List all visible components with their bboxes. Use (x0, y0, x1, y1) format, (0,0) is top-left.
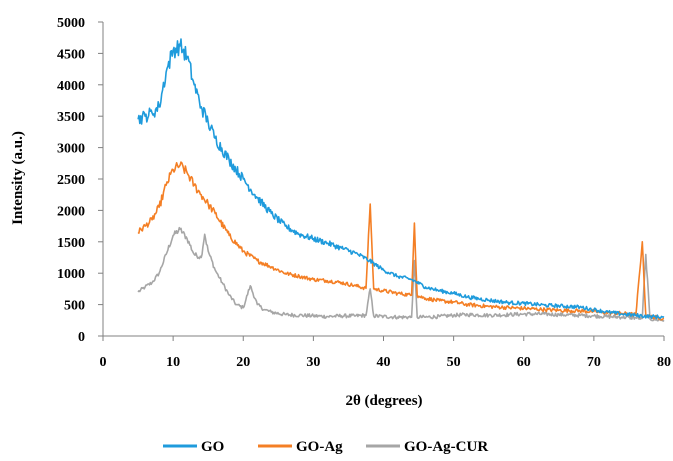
legend-label: GO-Ag (296, 439, 343, 455)
y-tick-label: 500 (64, 299, 85, 314)
x-tick-label: 10 (166, 355, 180, 370)
y-tick-label: 1000 (57, 267, 85, 282)
x-tick-label: 50 (447, 355, 461, 370)
x-tick-label: 40 (377, 355, 391, 370)
y-tick-label: 3000 (57, 142, 85, 157)
x-tick-label: 30 (306, 355, 320, 370)
series-layer (137, 38, 665, 322)
x-tick-label: 20 (236, 355, 250, 370)
legend: GO GO-Ag GO-Ag-CUR (163, 439, 488, 455)
x-tick-label: 70 (587, 355, 601, 370)
y-tick-label: 1500 (57, 236, 85, 251)
series-line-go-ag (137, 161, 665, 321)
y-tick-label: 2000 (57, 204, 85, 219)
legend-item-go-ag: GO-Ag (258, 439, 343, 455)
series-line-go (137, 38, 665, 320)
y-tick-label: 4000 (57, 79, 85, 94)
y-tick-label: 2500 (57, 173, 85, 188)
y-tick-label: 5000 (57, 16, 85, 31)
y-tick-label: 0 (78, 330, 85, 345)
axes-layer (98, 21, 665, 341)
x-tick-label: 0 (100, 355, 107, 370)
y-axis-title: Intensity (a.u.) (10, 131, 26, 225)
x-tick-label: 80 (657, 355, 671, 370)
legend-label: GO (201, 439, 224, 455)
x-tick-label: 60 (517, 355, 531, 370)
tick-labels: 0500100015002000250030003500400045005000… (57, 16, 671, 370)
series-line-go-ag-cur (137, 226, 665, 322)
legend-item-go: GO (163, 439, 224, 455)
y-tick-label: 4500 (57, 47, 85, 62)
legend-item-go-ag-cur: GO-Ag-CUR (366, 439, 488, 455)
legend-label: GO-Ag-CUR (404, 439, 488, 455)
x-axis-title: 2θ (degrees) (345, 393, 422, 409)
y-tick-label: 3500 (57, 110, 85, 125)
